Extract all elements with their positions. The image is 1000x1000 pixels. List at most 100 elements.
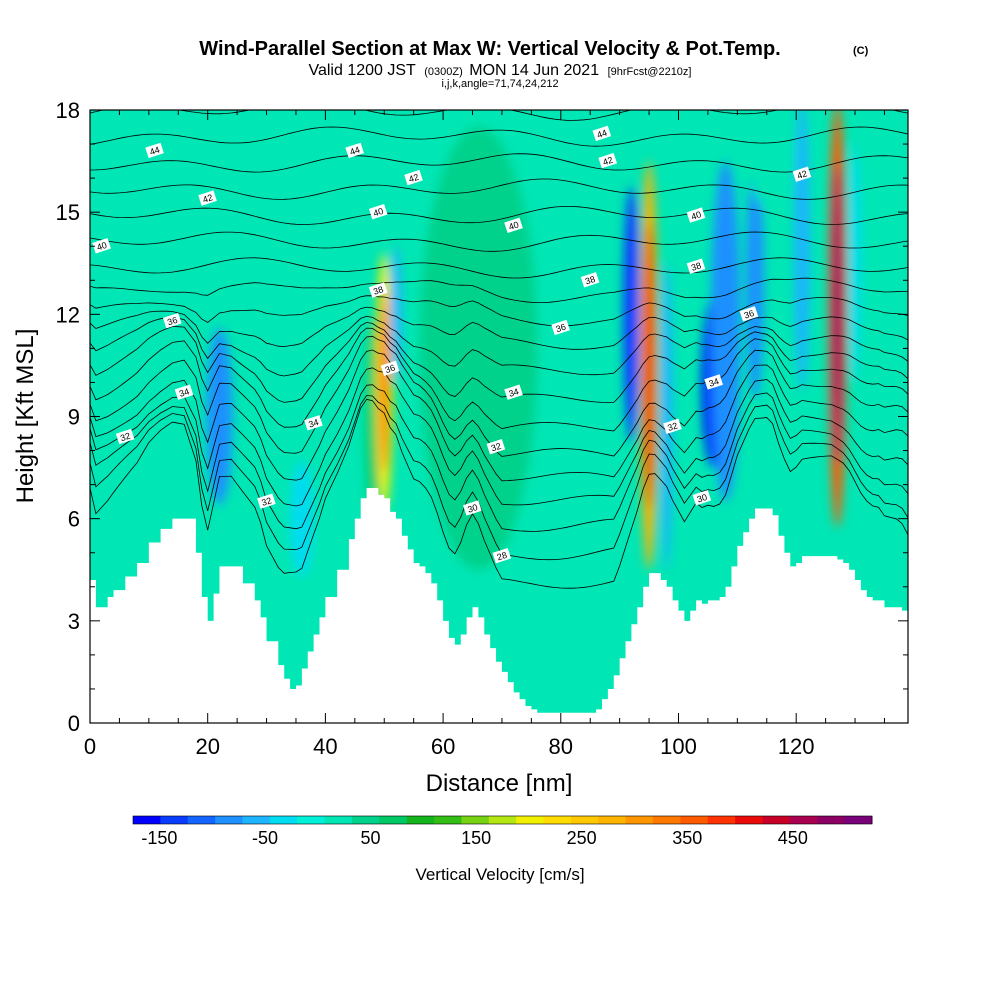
colorbar-swatch [570, 816, 599, 824]
theta-contour-line [90, 367, 908, 507]
contour-label-text: 34 [507, 386, 520, 399]
contour-label: 42 [198, 190, 217, 206]
x-tick-label: 20 [195, 734, 219, 759]
contour-label-text: 40 [372, 206, 385, 219]
contour-label-box [345, 142, 364, 159]
contour-label-box [492, 547, 512, 564]
colorbar-swatch [789, 816, 818, 824]
contour-label: 32 [257, 493, 276, 509]
colorbar-swatch [242, 816, 271, 824]
velocity-cell [290, 460, 314, 577]
contour-label: 30 [463, 500, 482, 516]
colorbar-swatch [406, 816, 435, 824]
contour-label: 42 [598, 152, 618, 169]
x-tick-label: 60 [431, 734, 455, 759]
colorbar-swatch [543, 816, 572, 824]
theta-contour-line [90, 295, 908, 327]
contour-label-box [162, 312, 182, 329]
colorbar-swatch [324, 816, 353, 824]
contour-label: 28 [492, 547, 512, 564]
contour-label-text: 30 [466, 502, 479, 515]
contour-label-box [174, 384, 194, 400]
contour-label-box [686, 258, 706, 274]
theta-contour-line [90, 321, 908, 403]
colorbar-swatch [488, 816, 517, 824]
x-tick-label: 0 [84, 734, 96, 759]
contour-label: 40 [368, 203, 388, 220]
contour-label-text: 44 [596, 128, 609, 141]
contour-label-box [704, 374, 723, 390]
contour-label-text: 32 [119, 431, 132, 444]
theta-contour-line [90, 110, 908, 121]
contour-label-text: 42 [201, 192, 214, 205]
contour-label: 44 [592, 125, 612, 142]
colorbar-frame [132, 815, 873, 825]
contour-label-text: 44 [349, 145, 362, 158]
theta-contour-line [90, 384, 908, 532]
contour-label-box [368, 203, 388, 220]
contour-label: 32 [663, 418, 682, 434]
colorbar-swatch [215, 816, 243, 824]
colorbar-swatch [269, 816, 298, 824]
contour-label-box [404, 169, 423, 186]
contour-label: 32 [115, 428, 135, 445]
theta-contour-line [90, 398, 908, 589]
colorbar-swatch [351, 816, 380, 824]
x-tick-label: 80 [549, 734, 573, 759]
contour-label-text: 32 [260, 495, 273, 508]
colorbar-swatch [133, 816, 161, 824]
colorbar-tick-label: 450 [778, 828, 808, 848]
contour-label-box [257, 493, 276, 509]
theta-contour-line [90, 205, 908, 225]
theta-contour-line [90, 349, 908, 482]
y-tick-label: 0 [68, 711, 80, 736]
velocity-cell [206, 327, 233, 506]
chart-subtitle-indices: i,j,k,angle=71,74,24,212 [441, 78, 558, 90]
contour-label-box [92, 238, 111, 254]
colorbar-tick-label: -50 [252, 828, 278, 848]
x-tick-label: 120 [778, 734, 815, 759]
contour-label: 38 [368, 282, 388, 298]
contour-label-box [592, 125, 612, 142]
contour-label-box [486, 438, 506, 455]
contour-label: 34 [704, 374, 723, 390]
y-tick-label: 3 [68, 609, 80, 634]
colorbar-swatch [735, 816, 764, 824]
contour-label: 36 [162, 312, 182, 329]
contour-label-box [145, 142, 164, 159]
contour-label: 44 [345, 142, 364, 159]
contour-label: 40 [686, 207, 706, 223]
contour-label: 36 [739, 306, 759, 322]
contour-label-box [504, 217, 523, 234]
velocity-cell [290, 127, 338, 434]
contour-label: 44 [145, 142, 164, 159]
theta-contour-line [90, 126, 908, 147]
contour-label-box [792, 166, 812, 182]
contour-label-box [463, 500, 482, 516]
plot-area: 44 44 44 42 42 42 42 40 40 40 40 38 38 38 36 36 36 36 34 34… [90, 110, 908, 723]
subtitle-fcst: [9hrFcst@2210z] [608, 66, 692, 78]
contour-label-box [686, 207, 706, 223]
contour-label-box [598, 152, 618, 169]
x-axis: 0 20 40 60 80 100 120 [84, 110, 885, 759]
x-tick-label: 100 [660, 734, 697, 759]
subtitle-valid: Valid 1200 JST [308, 62, 416, 79]
colorbar-swatch [625, 816, 654, 824]
colorbar-tick-label: 150 [461, 828, 491, 848]
velocity-cell [849, 144, 861, 383]
theta-contour-line [90, 257, 908, 279]
contour-label-box [580, 272, 600, 288]
y-tick-label: 6 [68, 507, 80, 532]
theta-contour-line [90, 178, 908, 200]
colorbar-swatch [516, 816, 545, 824]
contour-label-text: 44 [148, 145, 161, 158]
contour-label: 30 [692, 490, 712, 506]
contour-label-text: 36 [743, 308, 756, 321]
colorbar-swatch [598, 816, 627, 824]
contour-label-box [663, 418, 682, 434]
subtitle-zulu: (0300Z) [424, 66, 463, 78]
theta-contour-line [90, 231, 908, 252]
colorbar-swatch [844, 816, 873, 824]
